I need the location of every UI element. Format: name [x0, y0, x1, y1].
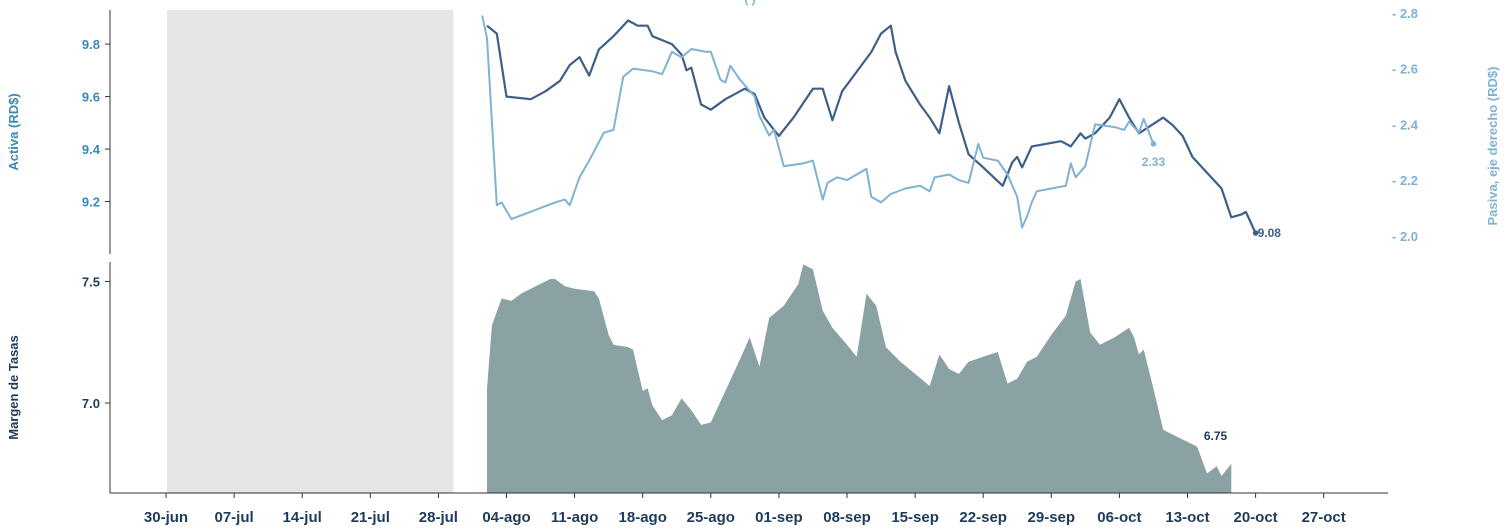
end-label-activa: 9.08	[1258, 226, 1282, 240]
right-tick-label: - 2.4	[1392, 117, 1419, 132]
right-tick-label: - 2.8	[1392, 6, 1418, 21]
x-tick-label: 18-ago	[619, 509, 667, 526]
x-tick-label: 13-oct	[1165, 509, 1209, 526]
right-axis-title: Pasiva, eje derecho (RD$)	[1485, 67, 1500, 226]
series-activa-line	[486, 19, 1257, 234]
bottom-left-tick-label: 7.0	[82, 396, 100, 411]
x-tick-label: 15-sep	[891, 509, 939, 526]
right-tick-label: - 2.2	[1392, 173, 1418, 188]
chart-top-title: ( )	[744, 0, 755, 6]
series-pasiva-line	[481, 15, 1155, 229]
left-tick-label: 9.4	[82, 142, 101, 157]
x-tick-label: 07-jul	[215, 509, 254, 526]
bottom-axis-title: Margen de Tasas	[6, 335, 21, 440]
x-tick-label: 21-jul	[351, 509, 390, 526]
end-label-pasiva: 2.33	[1142, 155, 1166, 169]
x-tick-label: 20-oct	[1234, 509, 1278, 526]
x-tick-label: 27-oct	[1302, 509, 1346, 526]
left-tick-label: 9.6	[82, 90, 100, 105]
right-tick-label: - 2.6	[1392, 62, 1418, 77]
x-tick-label: 29-sep	[1028, 509, 1076, 526]
left-tick-label: 9.8	[82, 37, 100, 52]
end-label-margen: 6.75	[1204, 429, 1228, 443]
x-tick-label: 04-ago	[482, 509, 530, 526]
shaded-period	[167, 10, 454, 493]
series-margen-area	[487, 264, 1232, 493]
x-tick-label: 14-jul	[283, 509, 322, 526]
x-tick-label: 11-ago	[551, 509, 599, 526]
x-tick-label: 01-sep	[755, 509, 803, 526]
x-tick-label: 22-sep	[959, 509, 1007, 526]
x-tick-label: 25-ago	[687, 509, 735, 526]
right-tick-label: - 2.0	[1392, 229, 1418, 244]
left-tick-label: 9.2	[82, 195, 100, 210]
series-activa-end-point	[1252, 230, 1259, 236]
bottom-left-tick-label: 7.5	[82, 274, 100, 289]
x-tick-label: 08-sep	[823, 509, 871, 526]
x-tick-label: 30-jun	[144, 509, 188, 526]
left-axis-title: Activa (RD$)	[6, 93, 21, 170]
series-pasiva-end-point	[1150, 141, 1157, 147]
x-tick-label: 28-jul	[419, 509, 458, 526]
x-tick-label: 06-oct	[1097, 509, 1141, 526]
